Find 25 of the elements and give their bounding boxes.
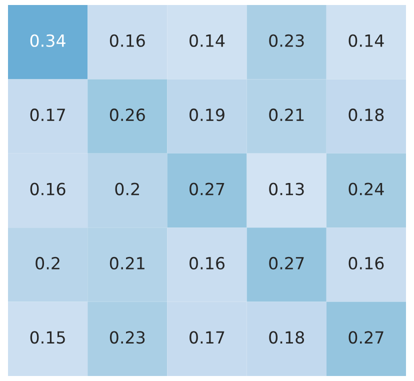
data-label: 0.21 xyxy=(269,108,304,122)
data-label: 0.2 xyxy=(36,256,60,270)
data-label: 0.24 xyxy=(348,182,384,196)
data-label: 0.27 xyxy=(348,331,384,344)
data-label: 0.14 xyxy=(348,34,384,47)
data-label: 0.13 xyxy=(269,182,304,196)
data-label: 0.27 xyxy=(269,256,304,270)
data-label: 0.19 xyxy=(190,108,224,122)
data-label: 0.16 xyxy=(110,34,145,47)
data-label: 0.34 xyxy=(30,34,66,47)
data-label: 0.27 xyxy=(190,182,224,196)
data-label: 0.23 xyxy=(110,331,145,344)
data-label: 0.21 xyxy=(110,256,144,270)
data-label: 0.16 xyxy=(348,256,384,270)
data-label: 0.16 xyxy=(30,182,66,196)
data-label: 0.15 xyxy=(30,331,65,344)
data-label: 0.16 xyxy=(190,256,225,270)
data-label: 0.14 xyxy=(190,34,225,47)
data-label: 0.17 xyxy=(190,331,224,344)
data-label: 0.18 xyxy=(269,331,304,344)
data-label: 0.23 xyxy=(269,34,304,47)
data-label: 0.17 xyxy=(30,108,65,122)
data-label: 0.26 xyxy=(110,108,145,122)
data-label: 0.18 xyxy=(348,108,384,122)
data-label: 0.2 xyxy=(115,182,139,196)
